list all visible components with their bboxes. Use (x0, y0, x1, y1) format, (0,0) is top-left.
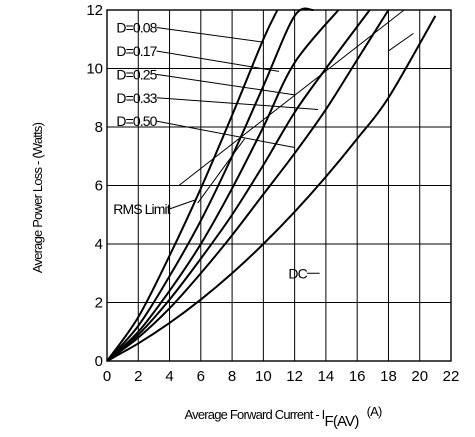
x-tick-label: 14 (318, 368, 335, 385)
rms-limit-line (178, 9, 405, 186)
leader-d-0-33 (156, 97, 319, 110)
label-rms-limit: RMS Limit (113, 201, 170, 217)
label-dc: DC (288, 265, 307, 281)
y-tick-label: 12 (86, 2, 103, 19)
y-tick-label: 10 (86, 61, 103, 78)
y-tick-label: 0 (95, 353, 103, 370)
x-tick-label: 8 (228, 368, 236, 385)
label-d-0-08: D=0.08 (116, 20, 157, 36)
leader-rms-limit (169, 199, 195, 210)
y-tick-label: 8 (95, 119, 103, 136)
series-line-d-0-25 (106, 9, 340, 362)
x-tick-label: 20 (411, 368, 428, 385)
y-tick-label: 4 (95, 236, 103, 253)
x-tick-label: 16 (349, 368, 366, 385)
label-d-0-50: D=0.50 (116, 113, 157, 129)
rms-limit-leader (388, 32, 414, 52)
x-axis-label-unit: (A) (367, 404, 382, 419)
series-line-dc (106, 15, 437, 362)
rms-limit-leader (197, 138, 246, 204)
x-axis-label-main: Average Forward Current - I (185, 407, 325, 422)
x-tick-label: 4 (165, 368, 173, 385)
leader-d-0-08 (156, 27, 264, 43)
x-tick-label: 18 (380, 368, 397, 385)
leader-d-0-50 (156, 120, 295, 148)
grid (106, 9, 452, 362)
annotations: D=0.08 D=0.17 D=0.25 D=0.33 D=0.50 RMS Limit D… (113, 20, 414, 281)
series-line-d-0-33 (106, 9, 371, 362)
x-axis-title: Average Forward Current - IF(AV) (A) (185, 404, 382, 430)
leader-d-0-25 (156, 73, 295, 96)
label-d-0-25: D=0.25 (116, 66, 157, 82)
series-line-d-0-08 (106, 9, 279, 362)
series-line-d-0-17 (106, 7, 314, 362)
x-axis-label-subscript: F(AV) (325, 413, 360, 430)
x-tick-label: 12 (286, 368, 303, 385)
curves (106, 7, 437, 362)
x-tick-label: 6 (197, 368, 205, 385)
label-d-0-33: D=0.33 (116, 90, 157, 106)
y-tick-label: 2 (95, 295, 103, 312)
series-line-d-0-50 (106, 9, 390, 362)
label-d-0-17: D=0.17 (116, 43, 157, 59)
x-tick-label: 22 (443, 368, 460, 385)
tick-labels: 0 2 4 6 8 10 12 14 16 18 20 22 0 2 4 6 8 10 12 (86, 2, 459, 385)
x-tick-label: 0 (103, 368, 111, 385)
plot-frame (106, 9, 452, 362)
y-axis-title: Average Power Loss - (Watts) (30, 122, 45, 273)
x-tick-label: 10 (255, 368, 272, 385)
x-tick-label: 2 (134, 368, 142, 385)
leader-d-0-17 (156, 50, 280, 72)
y-tick-label: 6 (95, 178, 103, 195)
